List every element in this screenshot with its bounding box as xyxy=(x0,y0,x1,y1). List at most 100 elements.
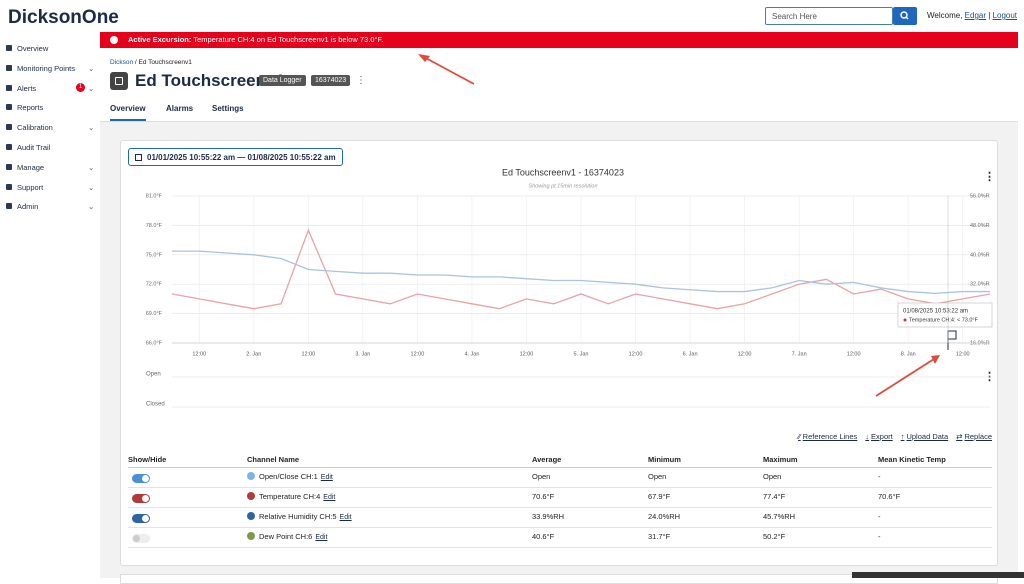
x-tick-label: 12:00 xyxy=(629,351,643,357)
cell-text: 24.0%RH xyxy=(648,512,680,521)
column-header: Mean Kinetic Temp xyxy=(878,455,946,464)
cell-text: Open xyxy=(532,472,550,481)
table-cell: 67.9°F xyxy=(648,492,670,501)
table-cell: - xyxy=(878,532,881,541)
cell-text: 67.9°F xyxy=(648,492,670,501)
y-tick-label: 66.0°F xyxy=(146,340,163,346)
channel-name: Open/Close CH:1 xyxy=(259,472,318,481)
edit-link[interactable]: Edit xyxy=(321,474,333,481)
x-tick-label: 12:00 xyxy=(956,351,970,357)
cell-text: Open xyxy=(648,472,666,481)
edit-link[interactable]: Edit xyxy=(340,514,352,521)
y-tick-label: 75.0°F xyxy=(146,252,163,258)
edit-link[interactable]: Edit xyxy=(315,534,327,541)
table-cell: - xyxy=(878,472,881,481)
arrow-head xyxy=(418,54,430,62)
y-tick-label: 72.0°F xyxy=(146,282,163,288)
door-label: Closed xyxy=(146,402,165,408)
x-tick-label: 6. Jan xyxy=(683,351,698,357)
column-header: Minimum xyxy=(648,455,681,464)
toggle[interactable] xyxy=(132,474,150,483)
table-cell: Open xyxy=(763,472,781,481)
table-cell: 70.6°F xyxy=(878,492,900,501)
table-cell: Open xyxy=(532,472,550,481)
x-tick-label: 12:00 xyxy=(301,351,315,357)
cell-text: 50.2°F xyxy=(763,532,785,541)
cell-text: - xyxy=(878,472,881,481)
x-tick-label: 2. Jan xyxy=(246,351,261,357)
x-tick-label: 5. Jan xyxy=(574,351,589,357)
channel-name: Dew Point CH:6 xyxy=(259,532,312,541)
column-header: Maximum xyxy=(763,455,798,464)
channel-dot xyxy=(247,532,255,540)
cell-text: 77.4°F xyxy=(763,492,785,501)
table-row: Open/Close CH:1Edit Open Open Open - xyxy=(128,468,992,488)
annotation-arrow xyxy=(422,56,474,84)
channel-table: Show/HideChannel NameAverageMinimumMaxim… xyxy=(128,450,992,548)
table-cell: Open xyxy=(648,472,666,481)
y-tick-label: 78.0°F xyxy=(146,223,163,229)
toggle[interactable] xyxy=(132,514,150,523)
table-cell: 24.0%RH xyxy=(648,512,680,521)
cell-text: 33.9%RH xyxy=(532,512,564,521)
y-tick-label: 81.0°F xyxy=(146,193,163,199)
channel-name: Temperature CH:4 xyxy=(259,492,320,501)
table-cell: 70.6°F xyxy=(532,492,554,501)
table-cell: 33.9%RH xyxy=(532,512,564,521)
edit-link[interactable]: Edit xyxy=(323,494,335,501)
x-tick-label: 12:00 xyxy=(847,351,861,357)
table-cell: Temperature CH:4Edit xyxy=(247,492,335,501)
tooltip-time: 01/08/2025 10:53:22 am xyxy=(903,309,968,315)
cell-text: 45.7%RH xyxy=(763,512,795,521)
toggle[interactable] xyxy=(132,534,150,543)
toggle-knob xyxy=(133,535,140,542)
toggle-knob xyxy=(142,475,149,482)
chart-subtitle: Showing pt 15min resolution xyxy=(528,183,597,189)
x-tick-label: 3. Jan xyxy=(355,351,370,357)
y2-tick-label: 48.0%R xyxy=(970,223,990,229)
cell-text: - xyxy=(878,532,881,541)
x-tick-label: 7. Jan xyxy=(792,351,807,357)
cell-text: 70.6°F xyxy=(878,492,900,501)
table-cell: 40.6°F xyxy=(532,532,554,541)
cell-text: - xyxy=(878,512,881,521)
x-tick-label: 8. Jan xyxy=(901,351,916,357)
table-cell: 50.2°F xyxy=(763,532,785,541)
toggle-knob xyxy=(142,495,149,502)
x-tick-label: 12:00 xyxy=(192,351,206,357)
table-cell: Dew Point CH:6Edit xyxy=(247,532,327,541)
cell-text: Open xyxy=(763,472,781,481)
channel-dot xyxy=(247,512,255,520)
chart-title: Ed Touchscreenv1 - 16374023 xyxy=(502,167,624,177)
channel-name: Relative Humidity CH:5 xyxy=(259,512,337,521)
cell-text: 31.7°F xyxy=(648,532,670,541)
table-header: Show/HideChannel NameAverageMinimumMaxim… xyxy=(128,450,992,468)
toggle[interactable] xyxy=(132,494,150,503)
table-cell: 77.4°F xyxy=(763,492,785,501)
table-cell: 31.7°F xyxy=(648,532,670,541)
table-row: Relative Humidity CH:5Edit 33.9%RH 24.0%RH… xyxy=(128,508,992,528)
table-cell: Open/Close CH:1Edit xyxy=(247,472,333,481)
door-label: Open xyxy=(146,372,161,378)
flag xyxy=(948,331,956,339)
tooltip-dot xyxy=(904,319,907,322)
table-cell: Relative Humidity CH:5Edit xyxy=(247,512,352,521)
cell-text: 70.6°F xyxy=(532,492,554,501)
y2-tick-label: 56.0%R xyxy=(970,193,990,199)
channel-dot xyxy=(247,492,255,500)
table-cell: 45.7%RH xyxy=(763,512,795,521)
x-tick-label: 4. Jan xyxy=(464,351,479,357)
tooltip-text: Temperature CH:4: < 73.0°F xyxy=(909,317,979,323)
toggle-knob xyxy=(142,515,149,522)
column-header: Channel Name xyxy=(247,455,299,464)
y-tick-label: 69.0°F xyxy=(146,311,163,317)
channel-dot xyxy=(247,472,255,480)
cell-text: 40.6°F xyxy=(532,532,554,541)
table-row: Dew Point CH:6Edit 40.6°F 31.7°F 50.2°F - xyxy=(128,528,992,548)
column-header: Show/Hide xyxy=(128,455,166,464)
y2-tick-label: 40.0%R xyxy=(970,252,990,258)
table-row: Temperature CH:4Edit 70.6°F 67.9°F 77.4°F 70… xyxy=(128,488,992,508)
x-tick-label: 12:00 xyxy=(411,351,425,357)
